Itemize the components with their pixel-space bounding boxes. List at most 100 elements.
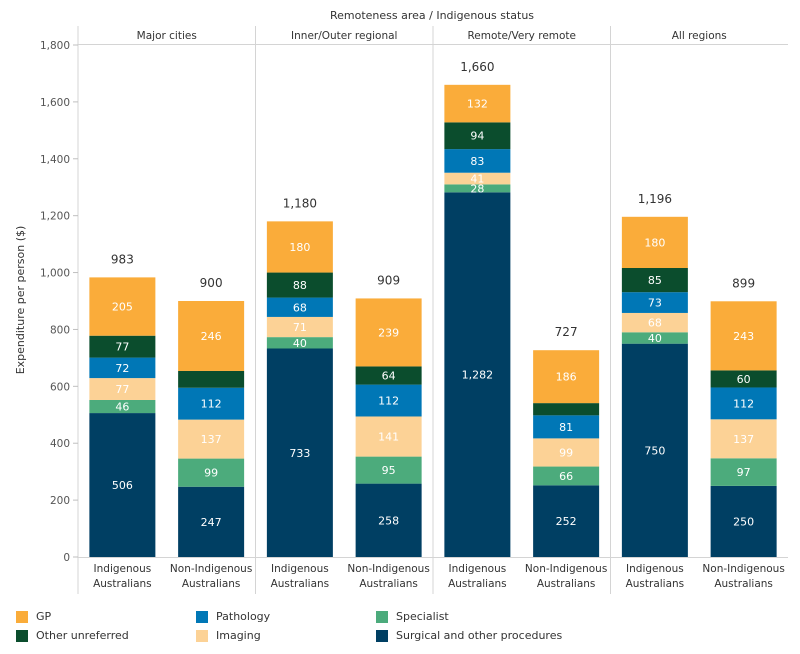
segment-value-label: 94 [470, 130, 484, 143]
segment-value-label: 112 [201, 398, 222, 411]
x-category-label: Non-Indigenous [702, 563, 784, 575]
bar-segment-imaging [444, 172, 511, 185]
segment-value-label: 66 [559, 470, 573, 483]
x-category-label: Australians [271, 578, 330, 590]
bar-segment-gp [266, 221, 333, 273]
x-category-label: Australians [714, 578, 773, 590]
legend: GP Pathology Specialist Other unreferred Ima… [0, 606, 800, 654]
segment-value-label: 72 [115, 362, 129, 375]
bar-segment-pathology [266, 297, 333, 317]
bar-stack: 258 95 141 112 64 239 909 [355, 273, 422, 557]
bar-segment-surgical [710, 485, 777, 557]
segment-value-label: 112 [733, 397, 754, 410]
x-category-label: Non-Indigenous [170, 563, 252, 575]
segment-value-label: 1,282 [462, 369, 494, 382]
x-category-label: Non-Indigenous [347, 563, 429, 575]
bar-segment-gp [444, 84, 511, 123]
bar-segment-other-unreferred [444, 122, 511, 150]
bars: 5064677727720598324799137112246900733407… [89, 60, 777, 557]
bar-segment-other-unreferred [710, 370, 777, 388]
segment-value-label: 41 [470, 173, 484, 186]
bar-segment-imaging [355, 416, 422, 457]
bar-segment-other-unreferred [178, 370, 245, 388]
segment-value-label: 252 [556, 515, 577, 528]
segment-value-label: 506 [112, 479, 133, 492]
legend-label: Other unreferred [36, 629, 129, 642]
segment-value-label: 73 [648, 297, 662, 310]
x-category-label: Indigenous [449, 563, 507, 575]
chart-title: Remoteness area / Indigenous status [330, 9, 534, 22]
bar-segment-other-unreferred [266, 272, 333, 298]
total-label: 1,196 [638, 192, 672, 206]
bar-segment-other-unreferred [533, 403, 600, 416]
total-label: 899 [732, 276, 755, 290]
segment-value-label: 68 [648, 317, 662, 330]
panel-header: Inner/Outer regional [291, 30, 397, 42]
x-category-label: Australians [93, 578, 152, 590]
bar-segment-other-unreferred [89, 335, 156, 358]
segment-value-label: 83 [470, 155, 484, 168]
bar-segment-surgical [621, 343, 688, 557]
y-tick-label: 1,400 [40, 154, 70, 166]
x-category-label: Australians [626, 578, 685, 590]
bar-segment-gp [710, 301, 777, 371]
segment-value-label: 97 [737, 466, 751, 479]
bar-segment-pathology [178, 387, 245, 420]
bar-segment-surgical [444, 192, 511, 557]
segment-value-label: 77 [115, 341, 129, 354]
total-label: 1,660 [460, 60, 494, 74]
panel-header: Remote/Very remote [467, 30, 576, 42]
y-axis: 0 200 400 600 800 1,000 1,200 1,400 1,600 1,800 [40, 40, 78, 564]
legend-label: GP [36, 610, 52, 623]
y-tick-label: 800 [50, 324, 70, 336]
total-label: 1,180 [283, 196, 317, 210]
y-tick-label: 200 [50, 495, 70, 507]
y-tick-label: 600 [50, 381, 70, 393]
segment-value-label: 64 [382, 370, 396, 383]
legend-item-other-unreferred: Other unreferred [16, 629, 129, 642]
bar-segment-specialist [89, 399, 156, 414]
bar-segment-specialist [355, 456, 422, 484]
legend-label: Imaging [216, 629, 261, 642]
bar-segment-pathology [444, 149, 511, 173]
segment-value-label: 250 [733, 515, 754, 528]
bar-stack: 733 40 71 68 88 180 1,180 [266, 196, 333, 557]
total-label: 983 [111, 252, 134, 266]
bar-segment-gp [355, 298, 422, 367]
legend-item-gp: GP [16, 610, 51, 623]
bar-segment-surgical [89, 413, 156, 557]
bar-segment-pathology [355, 384, 422, 417]
segment-value-label: 137 [201, 433, 222, 446]
segment-value-label: 205 [112, 301, 133, 314]
x-category-label: Australians [537, 578, 596, 590]
segment-value-label: 77 [115, 383, 129, 396]
bar-segment-gp [178, 301, 245, 371]
y-axis-label: Expenditure per person ($) [14, 226, 27, 375]
segment-value-label: 132 [467, 98, 488, 111]
legend-swatch [16, 629, 28, 642]
legend-label: Pathology [216, 610, 271, 623]
segment-value-label: 95 [382, 464, 396, 477]
bar-segment-imaging [710, 419, 777, 459]
bar-segment-gp [89, 277, 156, 336]
total-label: 909 [377, 273, 400, 287]
bar-segment-specialist [178, 458, 245, 487]
x-axis: Indigenous Australians Non-Indigenous Austr… [93, 563, 785, 590]
bar-segment-specialist [533, 466, 600, 486]
x-category-label: Australians [448, 578, 507, 590]
legend-item-imaging: Imaging [196, 629, 261, 642]
legend-item-pathology: Pathology [196, 610, 270, 623]
segment-value-label: 186 [556, 371, 577, 384]
segment-value-label: 243 [733, 330, 754, 343]
segment-value-label: 40 [648, 332, 662, 345]
bar-segment-pathology [621, 292, 688, 313]
legend-swatch [376, 629, 388, 642]
segment-value-label: 46 [115, 401, 129, 414]
x-category-label: Indigenous [626, 563, 684, 575]
y-tick-label: 1,200 [40, 211, 70, 223]
segment-value-label: 180 [644, 236, 665, 249]
bar-segment-specialist [710, 458, 777, 486]
panel-layer: Major cities Inner/Outer regional Remote/V… [77, 26, 788, 594]
x-category-label: Australians [359, 578, 418, 590]
